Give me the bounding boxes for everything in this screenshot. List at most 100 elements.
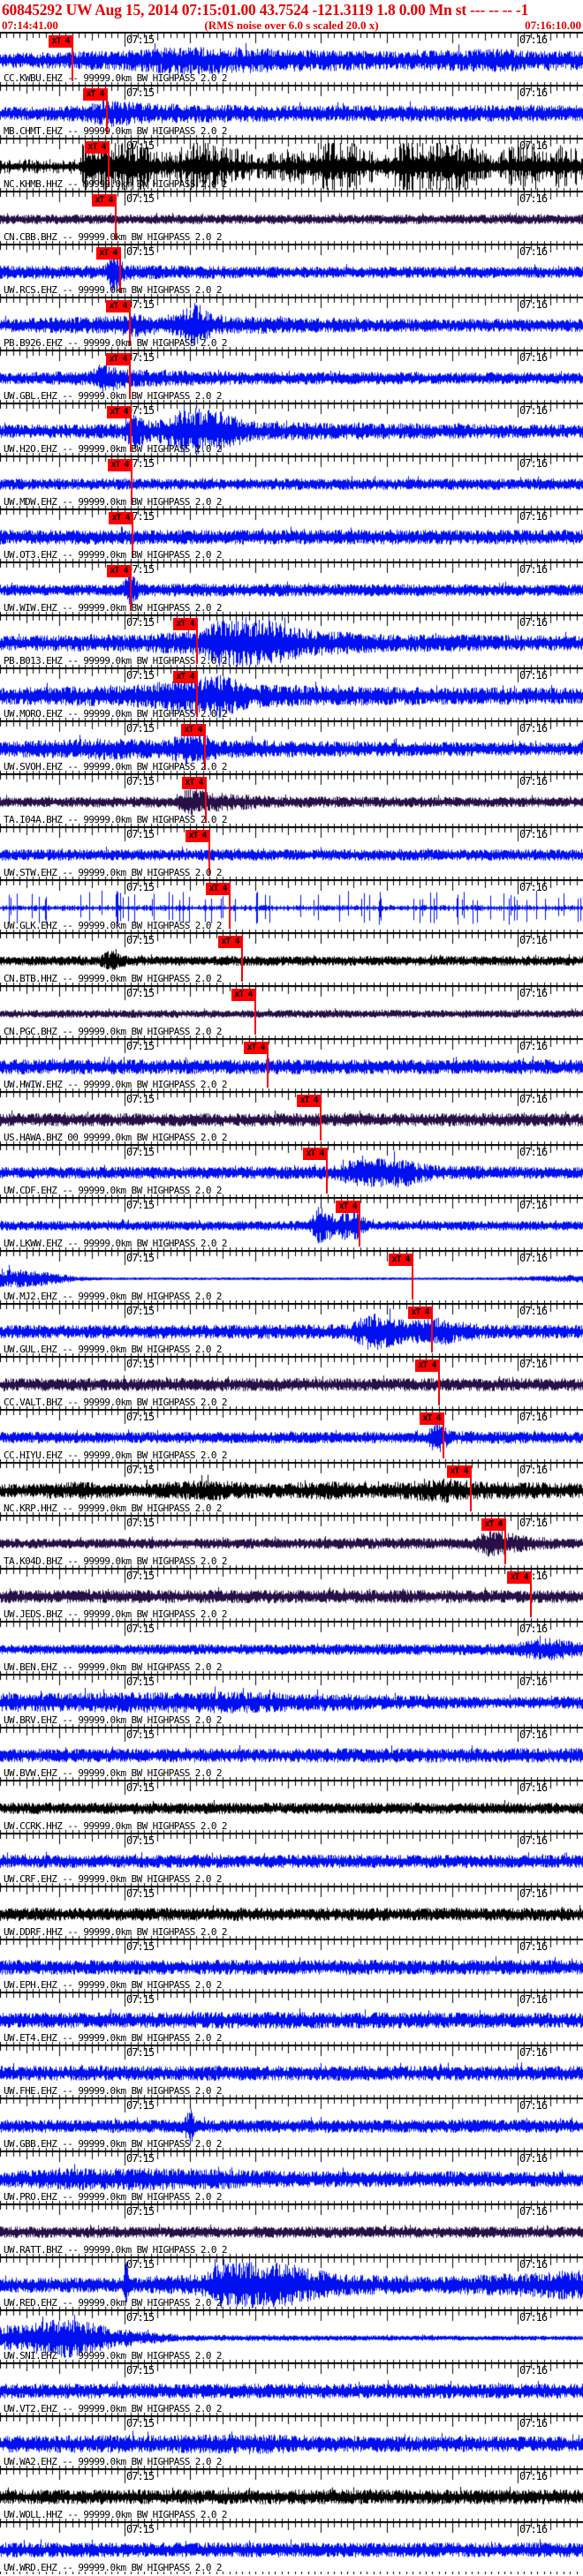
pick-flag-UW.CDF.EHZ[interactable]: xT 4 (303, 1148, 327, 1160)
waveform-UW.WRD.EHZ[interactable] (0, 2521, 583, 2574)
pick-line-NC.KHMB.HHZ[interactable] (108, 141, 110, 187)
pick-line-PB.B926.EHZ[interactable] (129, 300, 131, 346)
pick-line-UW.MJ2.EHZ[interactable] (412, 1254, 413, 1299)
pick-flag-UW.RCS.EHZ[interactable]: xT 4 (96, 247, 120, 260)
waveform-UW.MORO.EHZ[interactable] (0, 667, 583, 720)
waveform-CC.VALT.BHZ[interactable] (0, 1356, 583, 1409)
pick-line-UW.MDW.EHZ[interactable] (131, 459, 132, 505)
pick-line-UW.GUL.EHZ[interactable] (431, 1307, 433, 1352)
waveform-UW.WIW.EHZ[interactable] (0, 561, 583, 614)
waveform-PB.B926.EHZ[interactable] (0, 297, 583, 350)
pick-line-UW.WIW.EHZ[interactable] (130, 565, 132, 611)
pick-flag-UW.MJ2.EHZ[interactable]: xT 4 (389, 1254, 413, 1266)
pick-flag-CN.BTB.HHZ[interactable]: xT 4 (218, 936, 242, 948)
pick-line-UW.CDF.EHZ[interactable] (326, 1148, 328, 1194)
pick-line-CN.PGC.BHZ[interactable] (254, 989, 256, 1035)
pick-line-UW.GBL.EHZ[interactable] (129, 353, 131, 399)
waveform-UW.BRV.EHZ[interactable] (0, 1674, 583, 1727)
waveform-UW.MJ2.EHZ[interactable] (0, 1250, 583, 1303)
pick-flag-TA.K04D.BHZ[interactable]: xT 4 (481, 1518, 505, 1531)
waveform-UW.ET4.EHZ[interactable] (0, 1992, 583, 2045)
pick-flag-UW.MORO.EHZ[interactable]: xT 4 (173, 671, 197, 683)
pick-line-UW.GLK.EHZ[interactable] (229, 883, 231, 929)
pick-flag-US.HAWA.BHZ[interactable]: xT 4 (297, 1095, 321, 1107)
pick-line-CC.KWBU.EHZ[interactable] (72, 35, 73, 81)
waveform-US.HAWA.BHZ[interactable] (0, 1091, 583, 1144)
waveform-UW.OT3.EHZ[interactable] (0, 508, 583, 561)
pick-flag-UW.JEDS.BHZ[interactable]: xT 4 (507, 1571, 531, 1584)
pick-line-UW.H2O.EHZ[interactable] (130, 406, 132, 452)
pick-flag-UW.GBL.EHZ[interactable]: xT 4 (106, 353, 130, 365)
waveform-UW.EPH.EHZ[interactable] (0, 1939, 583, 1992)
waveform-UW.WOLL.HHZ[interactable] (0, 2468, 583, 2521)
pick-flag-PB.B013.EHZ[interactable]: xT 4 (173, 618, 197, 630)
waveform-TA.I04A.BHZ[interactable] (0, 773, 583, 826)
pick-line-UW.OT3.EHZ[interactable] (132, 512, 133, 558)
waveform-UW.CDF.EHZ[interactable] (0, 1144, 583, 1197)
pick-line-PB.B013.EHZ[interactable] (196, 618, 198, 664)
pick-line-US.HAWA.BHZ[interactable] (320, 1095, 322, 1141)
pick-flag-UW.OT3.EHZ[interactable]: xT 4 (109, 512, 132, 524)
waveform-UW.GUL.EHZ[interactable] (0, 1303, 583, 1356)
pick-flag-UW.SVOH.EHZ[interactable]: xT 4 (181, 724, 205, 736)
pick-line-UW.SVOH.EHZ[interactable] (204, 724, 206, 770)
waveform-UW.FHE.EHZ[interactable] (0, 2045, 583, 2098)
waveform-UW.HWIW.EHZ[interactable] (0, 1038, 583, 1091)
pick-flag-UW.HWIW.EHZ[interactable]: xT 4 (244, 1042, 268, 1054)
pick-flag-UW.STW.EHZ[interactable]: xT 4 (186, 830, 209, 842)
waveform-PB.B013.EHZ[interactable] (0, 614, 583, 667)
pick-flag-CC.KWBU.EHZ[interactable]: xT 4 (49, 35, 72, 48)
waveform-UW.BVW.EHZ[interactable] (0, 1727, 583, 1780)
waveform-UW.DDRF.HHZ[interactable] (0, 1886, 583, 1939)
pick-line-UW.LKWW.EHZ[interactable] (359, 1201, 360, 1247)
pick-line-UW.JEDS.BHZ[interactable] (530, 1571, 532, 1617)
waveform-CN.BTB.HHZ[interactable] (0, 932, 583, 985)
pick-flag-UW.LKWW.EHZ[interactable]: xT 4 (336, 1201, 360, 1213)
pick-flag-UW.WIW.EHZ[interactable]: xT 4 (107, 565, 131, 577)
pick-flag-UW.MDW.EHZ[interactable]: xT 4 (108, 459, 132, 471)
waveform-UW.RATT.BHZ[interactable] (0, 2203, 583, 2256)
waveform-UW.MDW.EHZ[interactable] (0, 456, 583, 508)
waveform-UW.GBL.EHZ[interactable] (0, 350, 583, 403)
pick-line-TA.K04D.BHZ[interactable] (504, 1518, 506, 1564)
waveform-UW.JEDS.BHZ[interactable] (0, 1568, 583, 1621)
pick-line-UW.HWIW.EHZ[interactable] (267, 1042, 269, 1088)
pick-flag-CN.PGC.BHZ[interactable]: xT 4 (231, 989, 255, 1001)
waveform-UW.PRO.EHZ[interactable] (0, 2150, 583, 2203)
waveform-UW.SVOH.EHZ[interactable] (0, 720, 583, 773)
pick-line-CC.VALT.BHZ[interactable] (438, 1360, 440, 1405)
pick-flag-TA.I04A.BHZ[interactable]: xT 4 (182, 777, 206, 789)
waveform-UW.LKWW.EHZ[interactable] (0, 1197, 583, 1250)
waveform-NC.KRP.HHZ[interactable] (0, 1462, 583, 1515)
pick-flag-NC.KHMB.HHZ[interactable]: xT 4 (85, 141, 109, 154)
waveform-UW.CRF.EHZ[interactable] (0, 1833, 583, 1886)
pick-flag-NC.KRP.HHZ[interactable]: xT 4 (447, 1465, 471, 1478)
pick-line-CC.HIYU.EHZ[interactable] (443, 1412, 444, 1458)
pick-line-UW.RCS.EHZ[interactable] (119, 247, 121, 293)
pick-line-MB.CHMT.EHZ[interactable] (106, 88, 108, 134)
pick-line-CN.CBB.BHZ[interactable] (115, 194, 117, 240)
pick-flag-PB.B926.EHZ[interactable]: xT 4 (106, 300, 130, 313)
waveform-UW.RED.EHZ[interactable] (0, 2256, 583, 2309)
pick-flag-UW.GLK.EHZ[interactable]: xT 4 (206, 883, 230, 895)
waveform-CC.HIYU.EHZ[interactable] (0, 1409, 583, 1462)
pick-line-TA.I04A.BHZ[interactable] (205, 777, 207, 823)
pick-line-CN.BTB.HHZ[interactable] (241, 936, 243, 982)
waveform-UW.GLK.EHZ[interactable] (0, 879, 583, 932)
waveform-UW.STW.EHZ[interactable] (0, 826, 583, 879)
waveform-CC.KWBU.EHZ[interactable] (0, 32, 583, 85)
pick-line-UW.MORO.EHZ[interactable] (196, 671, 198, 717)
pick-flag-CN.CBB.BHZ[interactable]: xT 4 (92, 194, 116, 207)
pick-line-UW.STW.EHZ[interactable] (208, 830, 210, 876)
pick-flag-MB.CHMT.EHZ[interactable]: xT 4 (83, 88, 107, 101)
pick-flag-CC.VALT.BHZ[interactable]: xT 4 (415, 1360, 439, 1372)
pick-flag-UW.GUL.EHZ[interactable]: xT 4 (408, 1307, 432, 1319)
waveform-UW.BEN.EHZ[interactable] (0, 1621, 583, 1674)
waveform-UW.CCRK.HHZ[interactable] (0, 1780, 583, 1833)
waveform-CN.PGC.BHZ[interactable] (0, 985, 583, 1038)
waveform-UW.WA2.EHZ[interactable] (0, 2415, 583, 2468)
pick-flag-UW.H2O.EHZ[interactable]: xT 4 (107, 406, 131, 418)
pick-flag-CC.HIYU.EHZ[interactable]: xT 4 (420, 1412, 443, 1425)
waveform-UW.SNI.EHZ[interactable] (0, 2309, 583, 2362)
waveform-UW.H2O.EHZ[interactable] (0, 403, 583, 456)
